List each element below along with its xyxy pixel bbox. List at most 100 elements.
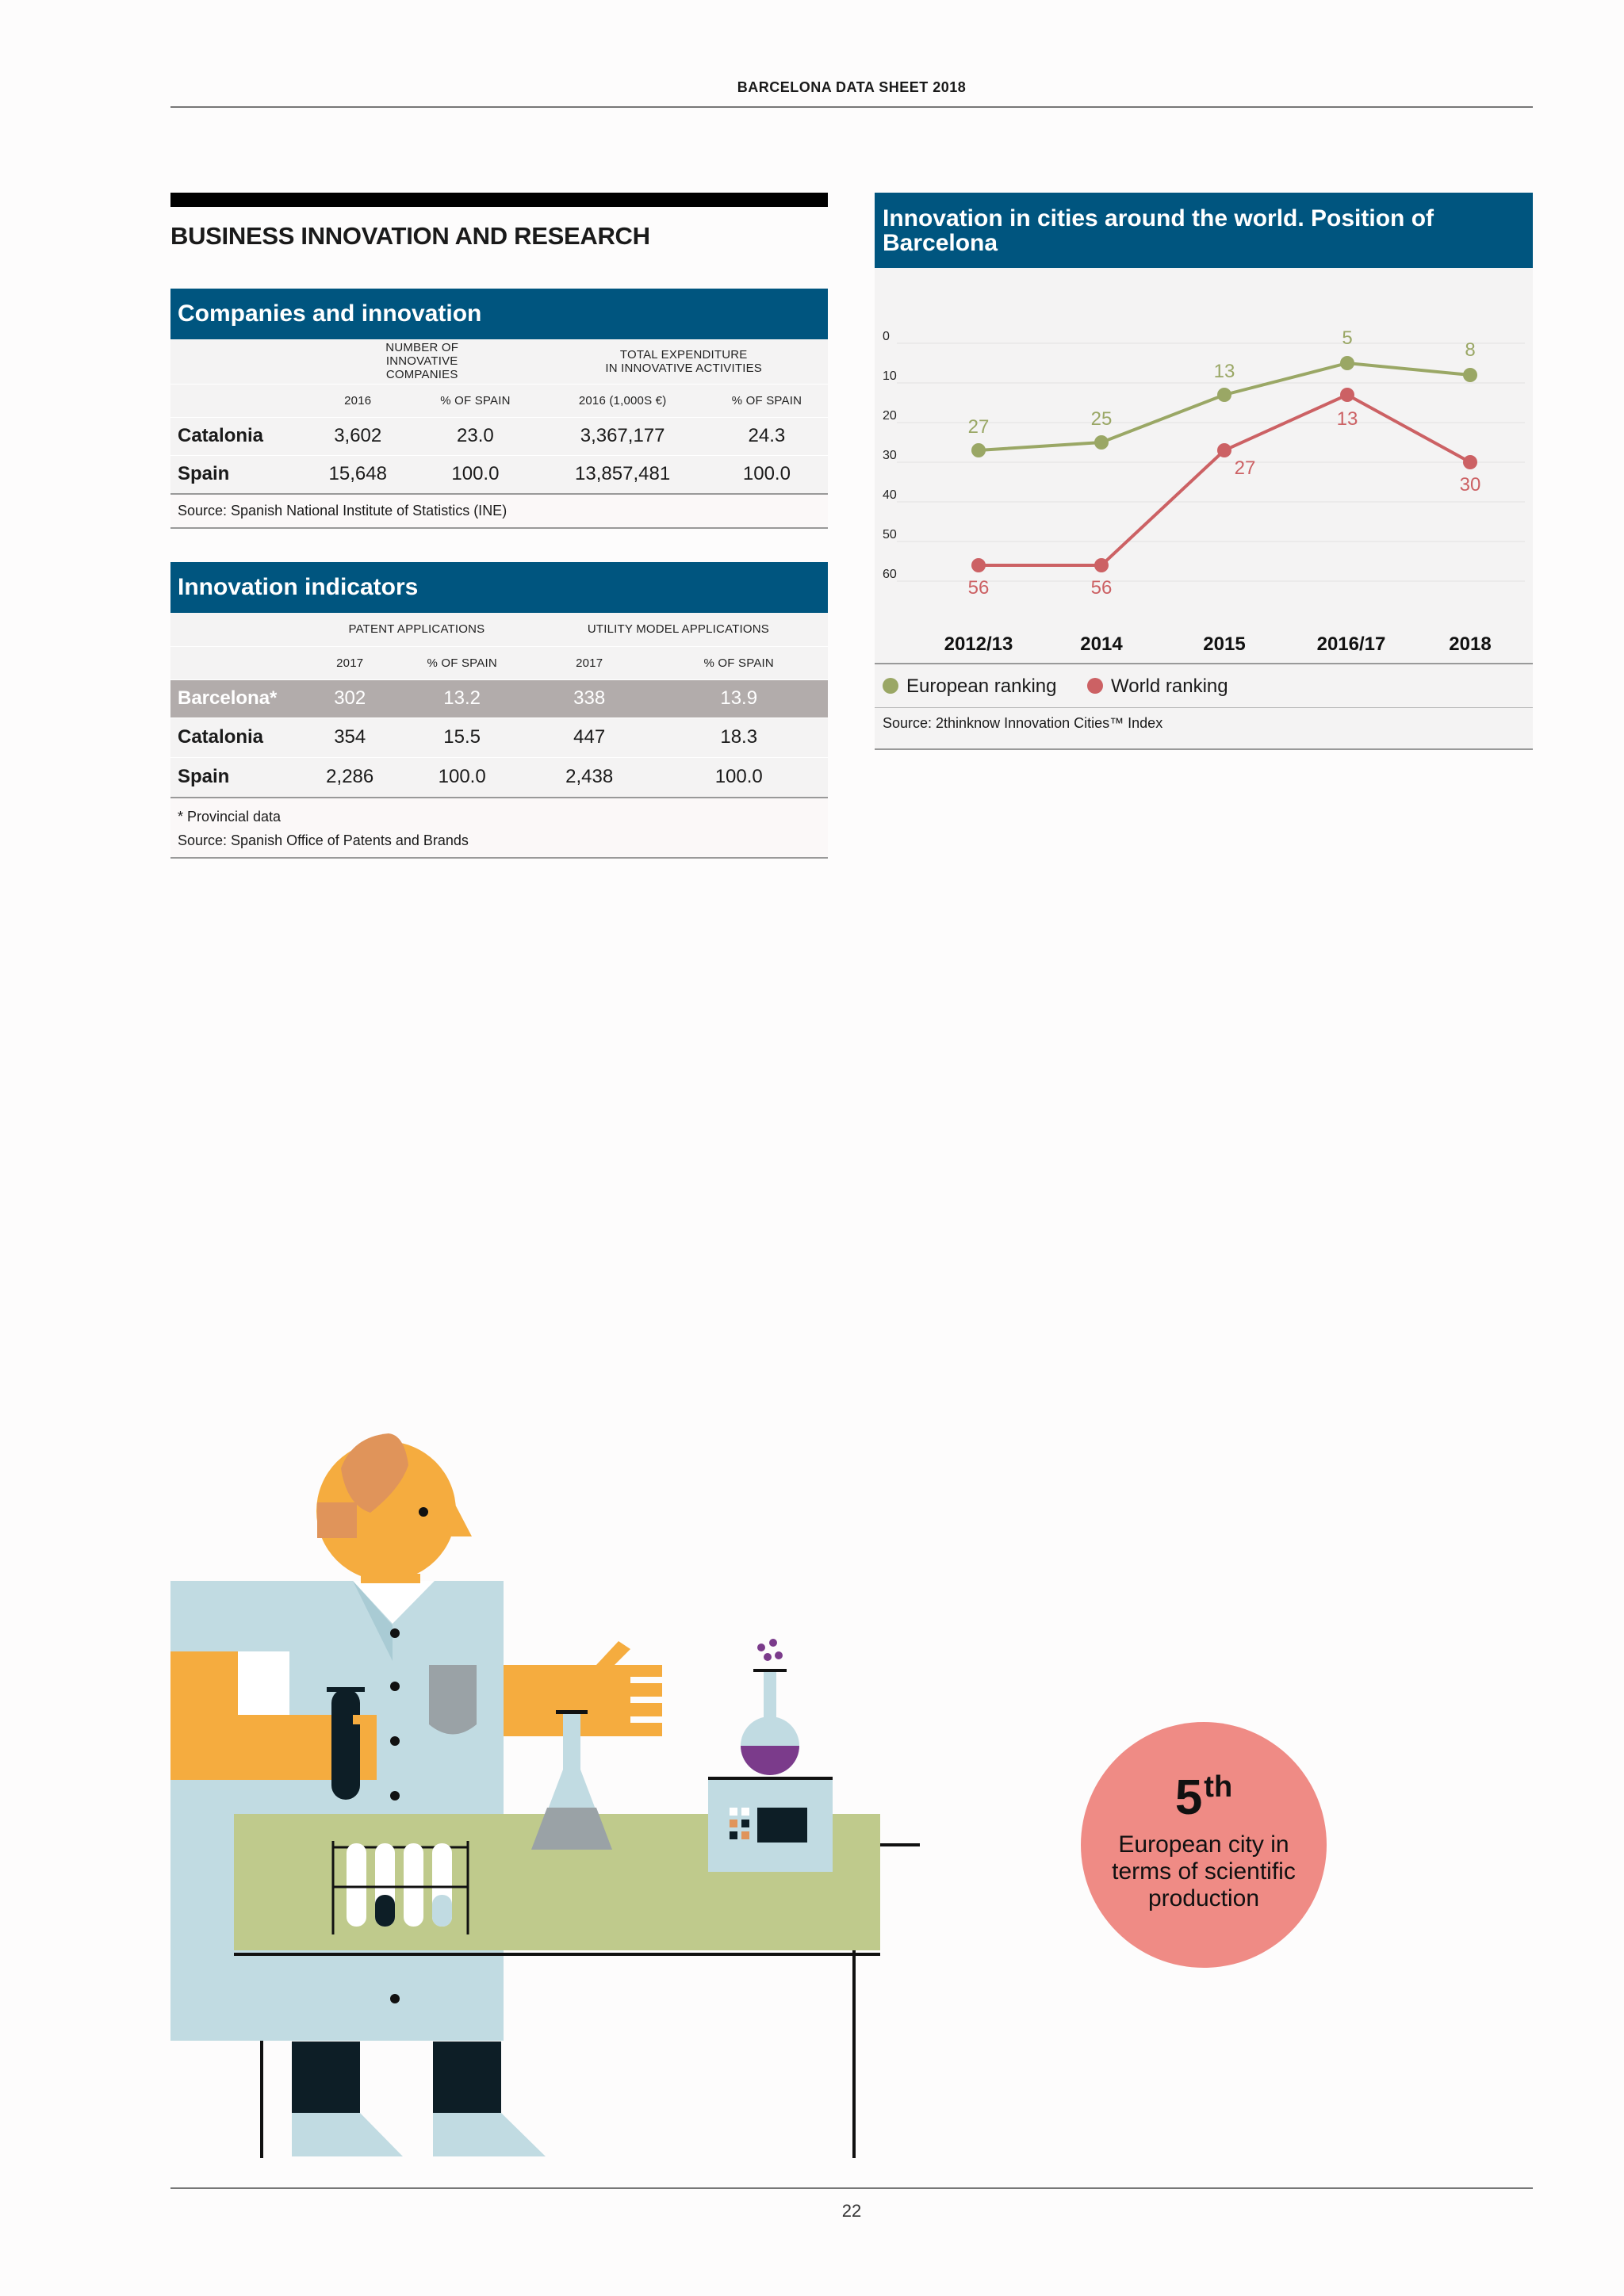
table-cell: 100.0 [649,756,828,797]
data-point [971,558,986,572]
data-point [1463,368,1477,382]
x-tick-label: 2016/17 [1317,633,1386,655]
table-cell: 100.0 [705,454,828,493]
empty-header-cell [170,383,304,417]
x-tick-label: 2014 [1080,633,1123,655]
data-point [1463,455,1477,469]
table-cell: 338 [528,679,650,718]
data-label: 13 [1337,408,1358,430]
table-cell: 3,602 [304,416,412,455]
chart-bottom-rule [875,748,1533,750]
column-header: 2017 [528,645,650,679]
table-cell: 447 [528,717,650,757]
data-label: 13 [1214,361,1235,382]
running-head: BARCELONA DATA SHEET 2018 [737,79,967,95]
table-cell: 15.5 [395,717,529,757]
table-cell: 18.3 [649,717,828,757]
empty-header-cell [170,339,304,384]
header-rule [170,106,1533,108]
highlight-rank: 5th [1081,1770,1327,1826]
table-cell: 2,438 [528,756,650,797]
companies-source: Source: Spanish National Institute of St… [170,493,828,527]
y-tick-label: 50 [883,528,897,541]
data-point [1217,388,1231,402]
y-tick-label: 20 [883,409,897,423]
table-cell: 13.9 [649,679,828,718]
legend-label-world: World ranking [1111,675,1228,697]
data-label: 30 [1460,474,1481,496]
companies-group1: NUMBER OF INNOVATIVE COMPANIES [385,341,459,382]
table-row: Catalonia 3,602 23.0 3,367,177 24.3 [170,416,828,455]
table-cell: 23.0 [411,416,540,455]
legend-item-world: World ranking [1087,675,1228,698]
data-label: 56 [968,577,990,599]
row-label: Spain [170,454,304,493]
legend-dot-european [883,678,898,694]
data-label: 25 [1091,408,1113,430]
column-header: % OF SPAIN [649,645,828,679]
data-point [1340,388,1354,402]
empty-header-cell [170,613,304,646]
table-cell: 3,367,177 [539,416,706,455]
y-tick-label: 60 [883,568,897,581]
table-cell: 13.2 [395,679,529,718]
x-tick-label: 2012/13 [944,633,1013,655]
patent-group-header: PATENT APPLICATIONS [348,622,485,637]
data-point [971,443,986,457]
empty-header-cell [170,645,304,679]
line-chart: 0 10 20 30 40 50 60 2012/13 2014 2015 2016/17 2018 2… [883,327,1525,655]
y-tick-label: 30 [883,449,897,462]
table-cell: 354 [304,717,396,757]
rank-suffix: th [1204,1770,1233,1804]
companies-group2-line2: IN INNOVATIVE ACTIVITIES [605,361,762,375]
indicators-table: Innovation indicators PATENT APPLICATION… [170,562,828,859]
legend-item-european: European ranking [883,675,1056,698]
indicators-footnotes: * Provincial data Source: Spanish Office… [170,797,828,857]
section-bar [170,193,828,207]
indicators-source: Source: Spanish Office of Patents and Br… [178,832,469,848]
y-tick-label: 0 [883,330,890,343]
chart-legend: European ranking World ranking [875,663,1533,708]
data-point [1340,356,1354,370]
expenditure-group-header: TOTAL EXPENDITURE IN INNOVATIVE ACTIVITI… [539,339,828,384]
data-label: 27 [968,416,990,438]
column-header: 2017 [304,645,396,679]
row-label: Barcelona* [170,679,304,718]
data-label: 8 [1465,339,1475,361]
chart-title: Innovation in cities around the world. P… [875,193,1533,268]
table-row: Spain 15,648 100.0 13,857,481 100.0 [170,454,828,493]
legend-label-european: European ranking [906,675,1057,697]
y-tick-label: 10 [883,369,897,383]
indicators-title: Innovation indicators [170,562,828,613]
data-point [1094,558,1109,572]
legend-dot-world [1087,678,1103,694]
data-point [1217,443,1231,457]
table-cell: 100.0 [411,454,540,493]
table-cell: 24.3 [705,416,828,455]
row-label: Spain [170,756,304,797]
table-cell: 13,857,481 [539,454,706,493]
data-point [1094,435,1109,450]
utility-group-header: UTILITY MODEL APPLICATIONS [587,622,770,637]
table-cell: 302 [304,679,396,718]
indicators-note: * Provincial data [178,809,282,825]
x-tick-label: 2015 [1203,633,1245,655]
table-cell: 100.0 [395,756,529,797]
rank-number: 5 [1174,1770,1203,1825]
page-number: 22 [841,2201,862,2221]
scientist-illustration [170,1433,920,2158]
data-label: 27 [1235,457,1256,479]
column-header: % OF SPAIN [411,383,540,417]
y-tick-label: 40 [883,488,897,502]
table-cell: 15,648 [304,454,412,493]
highlight-circle: 5th European city in terms of scientific… [1081,1722,1327,1968]
companies-table: Companies and innovation NUMBER OF INNOV… [170,289,828,529]
table-row-highlighted: Barcelona* 302 13.2 338 13.9 [170,679,828,718]
section-title: BUSINESS INNOVATION AND RESEARCH [170,222,650,250]
column-header: 2016 (1,000S €) [539,383,706,417]
chart-source: Source: 2thinknow Innovation Cities™ Ind… [883,715,1163,731]
x-tick-label: 2018 [1449,633,1491,655]
row-label: Catalonia [170,717,304,757]
column-header: % OF SPAIN [395,645,529,679]
companies-group-header: NUMBER OF INNOVATIVE COMPANIES [304,339,539,384]
